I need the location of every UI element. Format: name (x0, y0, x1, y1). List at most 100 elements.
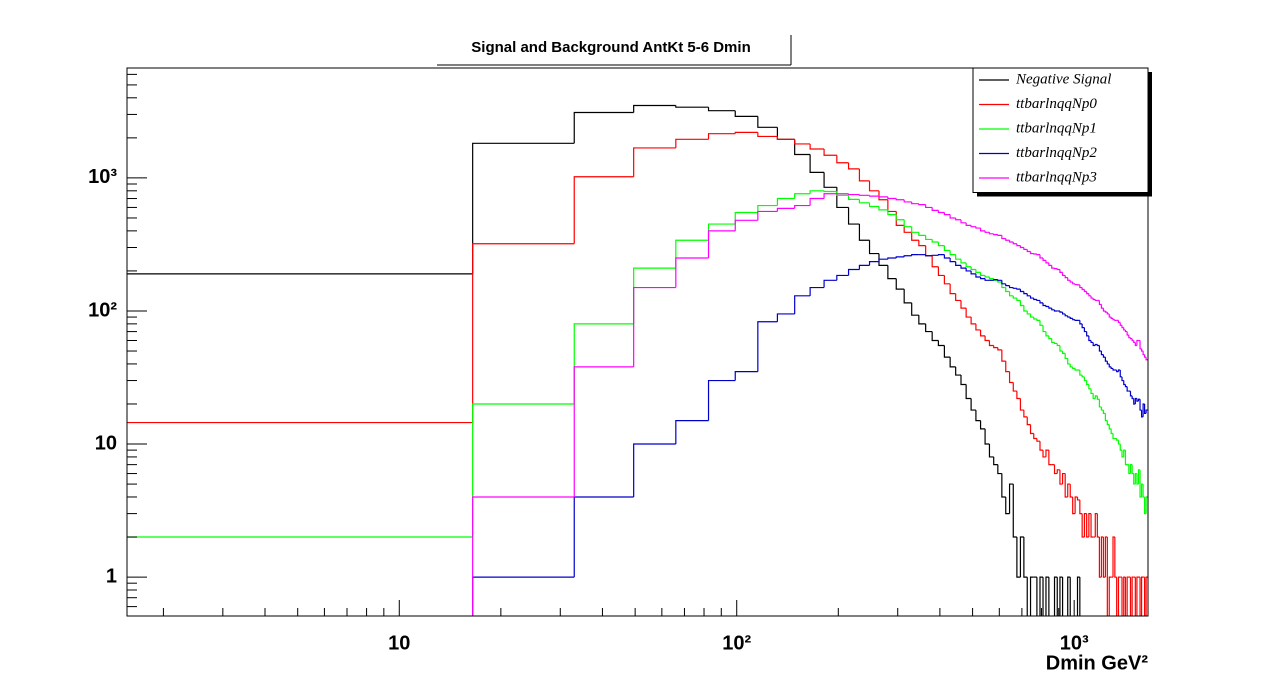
histogram-bin (1039, 320, 1044, 326)
histogram-bin (925, 235, 933, 241)
histogram-bin (1039, 441, 1044, 451)
histogram-bin (127, 273, 473, 275)
histogram-bin (1108, 363, 1112, 368)
histogram-bin (887, 209, 897, 216)
histogram-bin (1086, 380, 1089, 386)
histogram-bin (1005, 287, 1010, 293)
histogram-bin (1124, 450, 1128, 466)
histogram-bin (1140, 348, 1144, 352)
histogram-bin (757, 204, 778, 213)
histogram-bin (1079, 499, 1083, 515)
histogram-bin (1086, 331, 1089, 337)
histogram-bin (1048, 577, 1050, 616)
histogram-bin (675, 105, 709, 108)
histogram-bin (1069, 280, 1073, 283)
histogram-bin (1064, 353, 1068, 360)
histogram-bin (1119, 444, 1123, 451)
histogram-bin (1114, 319, 1117, 321)
histogram-bin (1104, 310, 1108, 313)
legend-box (972, 67, 1149, 193)
histogram-bin (1029, 424, 1034, 435)
histogram-bin (757, 210, 778, 221)
histogram-bin (1048, 450, 1052, 466)
histogram-bin (1106, 420, 1110, 426)
histogram-bin (931, 239, 939, 243)
histogram-bin (1051, 265, 1055, 269)
histogram-bin (1108, 424, 1112, 430)
histogram-bin (937, 266, 945, 277)
histogram-bin (868, 261, 879, 266)
histogram-bin (1019, 289, 1024, 293)
histogram-bin (984, 428, 990, 445)
histogram-bin (1096, 513, 1100, 538)
histogram-bin (887, 257, 897, 260)
histogram-bin (975, 410, 981, 422)
histogram-bin (965, 222, 972, 226)
histogram-bin (937, 254, 945, 256)
histogram-bin (1064, 473, 1068, 498)
histogram-bin (734, 131, 758, 134)
histogram-bin (997, 234, 1002, 236)
histogram-bin (858, 168, 870, 182)
histogram-bin (918, 232, 926, 236)
y-tick-label: 1 (106, 565, 117, 587)
histogram-series (127, 190, 1148, 538)
histogram-bin (1145, 496, 1148, 514)
histogram-bin (633, 286, 676, 367)
histogram-bin (1083, 513, 1087, 538)
histogram-bin (794, 139, 811, 145)
histogram-bin (887, 265, 897, 280)
histogram-bin (975, 323, 981, 331)
histogram-bin (868, 180, 879, 192)
histogram-bin (1036, 254, 1040, 256)
legend-label: ttbarlnqqNp1 (1016, 120, 1097, 136)
histogram-bin (1121, 376, 1124, 382)
histogram-bin (1072, 282, 1076, 285)
histogram-bin (931, 207, 939, 211)
histogram-bin (1061, 351, 1066, 354)
histogram-bin (1081, 323, 1085, 329)
histogram-bin (1045, 576, 1049, 616)
histogram-bin (937, 210, 945, 214)
histogram-bin (887, 196, 897, 200)
histogram-bin (1048, 262, 1052, 267)
histogram-bin (955, 261, 962, 267)
histogram-bin (1134, 342, 1137, 347)
histogram-bin (1114, 537, 1117, 578)
x-tick-label: 10 (388, 632, 410, 654)
histogram-bin (1090, 295, 1094, 299)
histogram-bin (955, 254, 962, 260)
histogram-bin (757, 321, 778, 372)
chart-title: Signal and Background AntKt 5-6 Dmin (471, 39, 750, 56)
histogram-bin (1137, 469, 1141, 485)
x-tick-label: 10³ (1060, 632, 1089, 654)
histogram-series (127, 104, 1081, 616)
histogram-bin (1090, 388, 1094, 395)
histogram-bin (1104, 536, 1108, 578)
histogram-bin (903, 255, 912, 257)
histogram-bin (1005, 283, 1010, 287)
histogram-bin (1008, 285, 1014, 289)
histogram-bin (1139, 577, 1141, 616)
histogram-bin (1094, 299, 1098, 302)
histogram-bin (1110, 428, 1114, 435)
histogram-bin (1142, 403, 1145, 417)
histogram-bin (984, 278, 990, 281)
histogram-bin (757, 132, 778, 138)
histogram-bin (1061, 272, 1066, 277)
histogram-bin (1102, 308, 1106, 312)
histogram-bin (1121, 577, 1123, 616)
histogram-bin (1056, 268, 1060, 271)
histogram-bin (1129, 577, 1132, 616)
histogram-bin (970, 398, 976, 411)
histogram-bin (707, 379, 736, 421)
histogram-bin (836, 274, 849, 281)
histogram-bin (911, 302, 919, 316)
histogram-bin (1128, 464, 1131, 475)
histogram-bin (836, 191, 849, 196)
histogram-bin (1064, 313, 1068, 317)
histogram-bin (847, 207, 860, 225)
histogram-bin (1056, 577, 1058, 616)
histogram-bin (975, 226, 981, 229)
